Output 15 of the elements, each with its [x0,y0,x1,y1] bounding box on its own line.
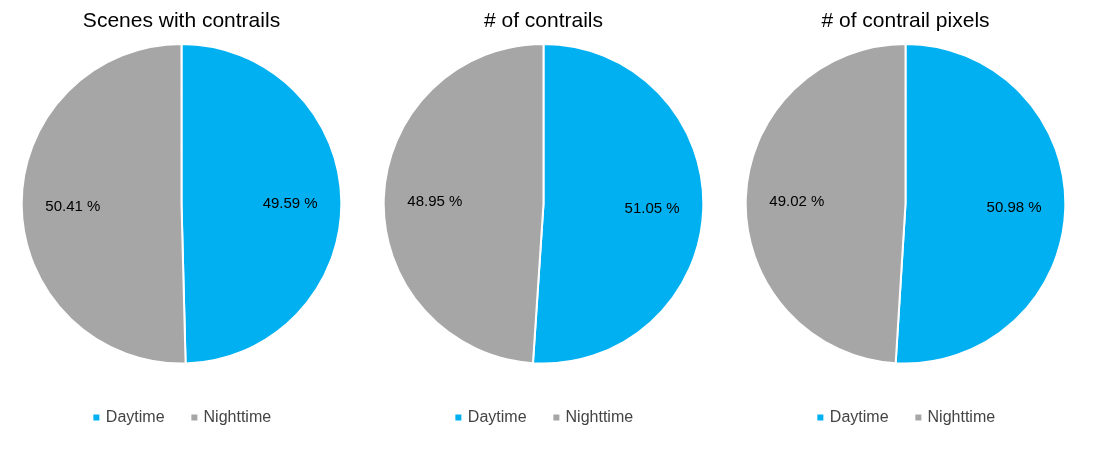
data-label: 49.59 % [262,193,318,211]
legend-label: Nighttime [203,408,272,426]
data-label: 50.98 % [986,198,1042,216]
legend-label: Nighttime [565,408,634,426]
legend-label: Daytime [105,408,165,426]
data-label: 51.05 % [624,198,680,216]
data-label: 50.41 % [45,196,101,214]
chart-title: # of contrails [483,7,604,31]
data-label: 49.02 % [769,192,825,210]
legend-label: Nighttime [927,408,996,426]
chart-title: Scenes with contrails [82,7,281,31]
data-label: 48.95 % [407,191,463,209]
legend-label: Daytime [829,408,889,426]
chart-title: # of contrail pixels [821,7,990,31]
legend-label: Daytime [467,408,527,426]
